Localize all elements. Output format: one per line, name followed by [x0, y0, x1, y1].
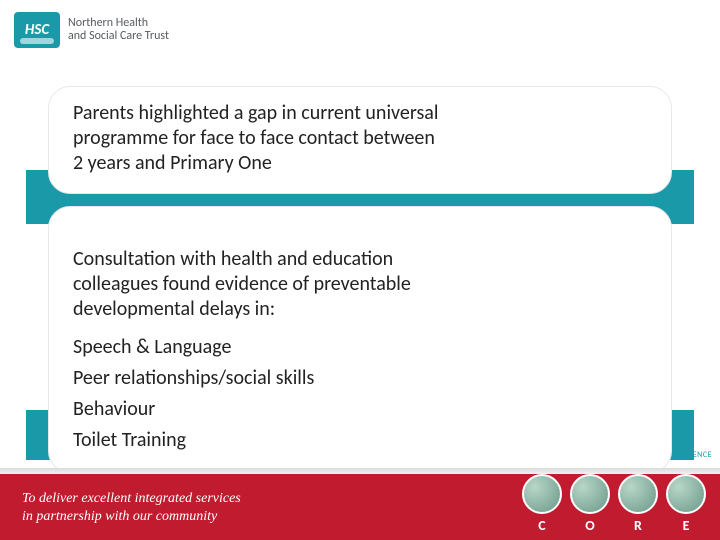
core-circle-icon [522, 474, 562, 514]
core-circle-icon [618, 474, 658, 514]
hsc-badge-icon: HSC [14, 12, 60, 48]
list-item: Behaviour [73, 394, 647, 425]
partial-label: ENCE [693, 450, 712, 460]
core-letter: O [585, 517, 594, 534]
core-letter: R [634, 517, 642, 534]
tagline: To deliver excellent integrated services… [22, 490, 241, 526]
tagline-line2: in partnership with our community [22, 508, 241, 526]
org-name: Northern Health and Social Care Trust [68, 17, 169, 43]
highlight-2-intro: Consultation with health and education c… [73, 247, 453, 322]
core-circle-icon [666, 474, 706, 514]
org-name-line2: and Social Care Trust [68, 30, 169, 43]
core-item: E [666, 474, 706, 534]
highlight-1-text: Parents highlighted a gap in current uni… [73, 101, 443, 176]
org-logo: HSC Northern Health and Social Care Trus… [14, 12, 169, 48]
tagline-line1: To deliver excellent integrated services [22, 490, 241, 508]
highlight-box-2: Consultation with health and education c… [48, 206, 672, 473]
highlight-box-1: Parents highlighted a gap in current uni… [48, 86, 672, 194]
list-item: Speech & Language [73, 332, 647, 363]
core-circle-icon [570, 474, 610, 514]
core-letter: E [683, 517, 690, 534]
hsc-badge-text: HSC [25, 21, 49, 39]
list-item: Toilet Training [73, 425, 647, 456]
list-item: Peer relationships/social skills [73, 363, 647, 394]
core-item: C [522, 474, 562, 534]
footer-bar: To deliver excellent integrated services… [0, 474, 720, 540]
core-icons: C O R E [522, 474, 706, 534]
core-letter: C [538, 517, 545, 534]
core-item: O [570, 474, 610, 534]
core-item: R [618, 474, 658, 534]
